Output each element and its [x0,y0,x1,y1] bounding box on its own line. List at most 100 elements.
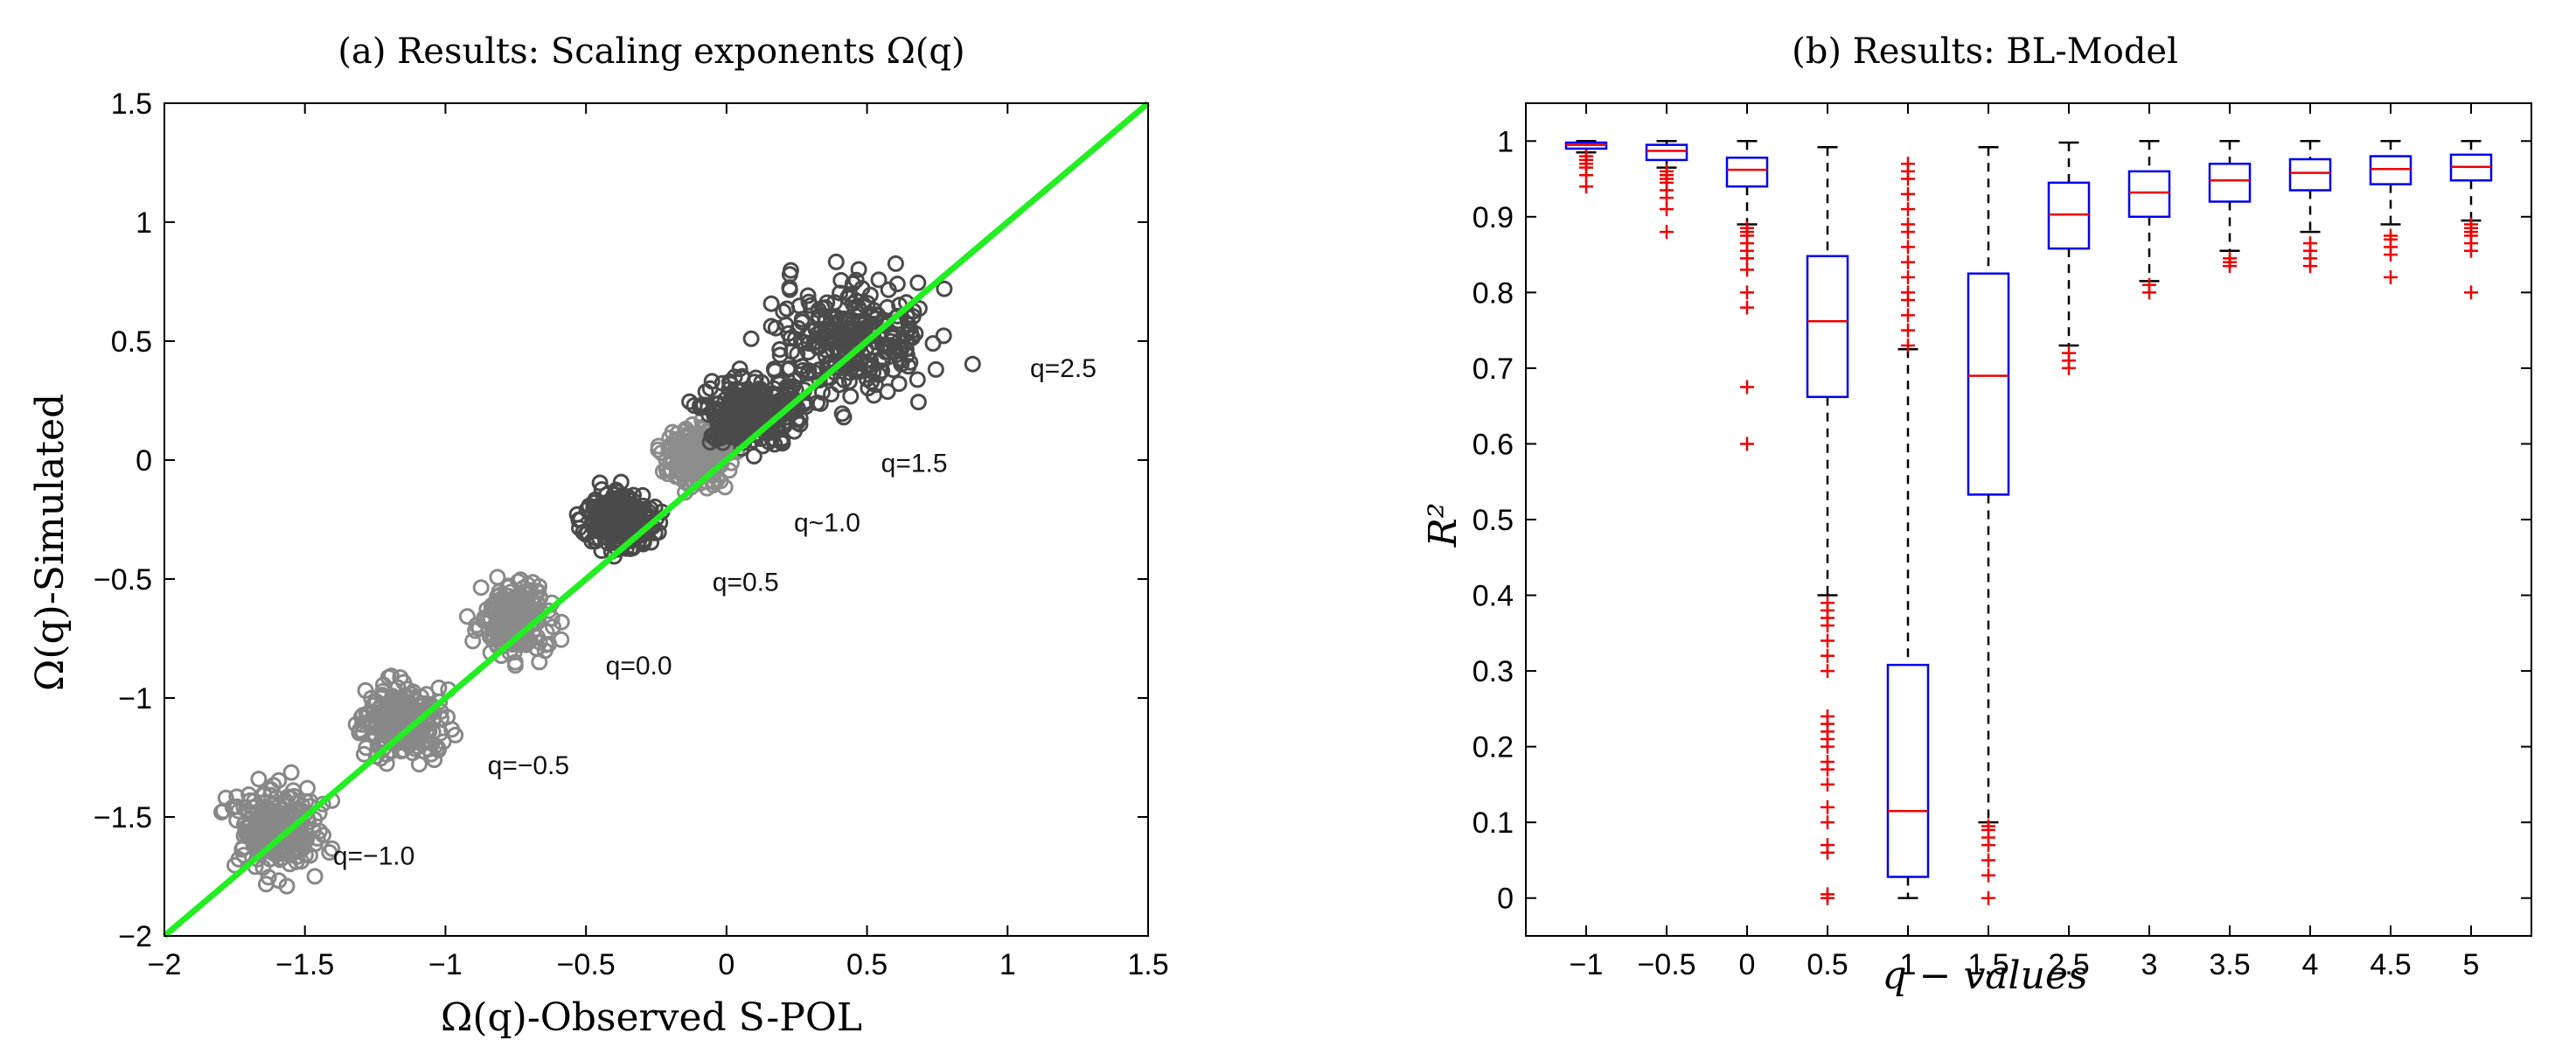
outlier-marker [1901,255,1915,269]
y-tick-label: 0.2 [1472,731,1514,764]
scatter-point [391,705,408,722]
scatter-point [742,330,760,347]
scatter-point [472,579,490,597]
scatter-point [924,335,942,353]
scatter-point [545,618,561,636]
box-6 [2047,141,2091,375]
scatter-point [775,303,792,320]
scatter-point [553,613,570,631]
scatter-point [701,380,719,397]
outlier-marker [2223,251,2237,266]
scatter-point [294,797,311,814]
scatter-point [270,771,288,789]
scatter-point [476,610,493,627]
scatter-point [358,739,375,757]
box-iqr [1806,255,1849,399]
scatter-point [771,346,789,364]
scatter-point [642,500,659,518]
scatter-ticks: −2 −1.5 −1 −0.5 0 0.5 1 1.5 −2 −1.5 −1 −0.5 0 0.5 1 1.5 [94,87,1169,981]
scatter-panel: (a) Results: Scaling exponents Ω(q) −2 −1… [28,31,1169,1040]
scatter-point [447,726,464,743]
box-iqr [2127,170,2171,219]
scatter-point [311,822,328,840]
scatter-point [650,437,667,455]
outlier-marker [1981,890,1995,905]
scatter-point [226,856,243,874]
x-tick-label: 0.5 [846,948,888,981]
box-4 [1886,157,1930,899]
scatter-point [775,415,791,433]
scatter-point [753,398,770,415]
boxplots [1564,140,2493,905]
scatter-point [373,696,390,714]
reference-line-y-equals-x [162,101,1151,939]
scatter-point [426,751,443,769]
scatter-point [718,402,735,420]
scatter-point [898,332,915,350]
outlier-marker [1901,308,1915,323]
scatter-cluster [742,253,981,426]
scatter-point [879,383,896,401]
outlier-marker [1821,648,1835,663]
scatter-point [587,491,604,508]
scatter-point [464,632,482,650]
scatter-point [791,366,809,383]
boxplot-y-axis-label: R² [1421,503,1466,548]
x-tick-label: 0 [718,948,735,981]
scatter-point [762,295,780,312]
scatter-point [733,440,750,457]
scatter-point [799,344,817,361]
scatter-point [835,311,853,327]
x-tick-label: 1 [1900,948,1917,981]
scatter-point [587,522,603,540]
scatter-point [927,360,944,378]
scatter-point [250,771,268,788]
outlier-marker [1901,240,1915,255]
outlier-marker [1740,436,1754,451]
scatter-point [866,302,882,319]
scatter-point [810,310,827,327]
scatter-point [654,463,672,480]
x-tick-label: −0.5 [1637,948,1695,981]
box-5 [1967,145,2010,905]
scatter-point [505,597,521,615]
scatter-point [612,473,630,491]
box-iqr [2208,162,2252,203]
scatter-point [553,631,570,648]
box-7 [2127,140,2171,300]
y-tick-label: 0.4 [1472,580,1514,613]
scatter-point [891,352,909,369]
outlier-marker [2384,270,2398,285]
scatter-point [909,371,926,388]
y-tick-label: −1.5 [94,801,152,834]
y-tick-label: 0.5 [111,325,152,359]
box-iqr [1886,663,1930,878]
outlier-marker [1740,380,1754,394]
scatter-point [800,362,818,380]
y-tick-label: −0.5 [94,563,152,597]
outlier-marker [1901,186,1915,201]
scatter-point [531,653,548,671]
scatter-point [836,337,853,353]
scatter-point [491,586,509,604]
scatter-point [701,434,719,450]
scatter-point [800,335,818,353]
outlier-marker [1821,596,1835,611]
y-tick-label: 0.6 [1472,428,1514,461]
outlier-marker [1821,777,1835,792]
scatter-point [684,416,701,433]
scatter-point [605,548,623,565]
x-tick-label: 1 [999,948,1016,981]
scatter-point [616,516,633,534]
box-11 [2449,140,2493,300]
x-tick-label: 0.5 [1807,948,1848,981]
scatter-point [842,387,860,405]
y-tick-label: −2 [118,920,152,953]
x-tick-label: 1.5 [1967,948,2009,981]
scatter-point [607,504,624,521]
scatter-point [587,533,604,550]
scatter-point [791,415,809,433]
scatter-point [826,310,844,327]
y-tick-label: 1.5 [111,87,152,121]
outlier-marker [1901,157,1915,171]
